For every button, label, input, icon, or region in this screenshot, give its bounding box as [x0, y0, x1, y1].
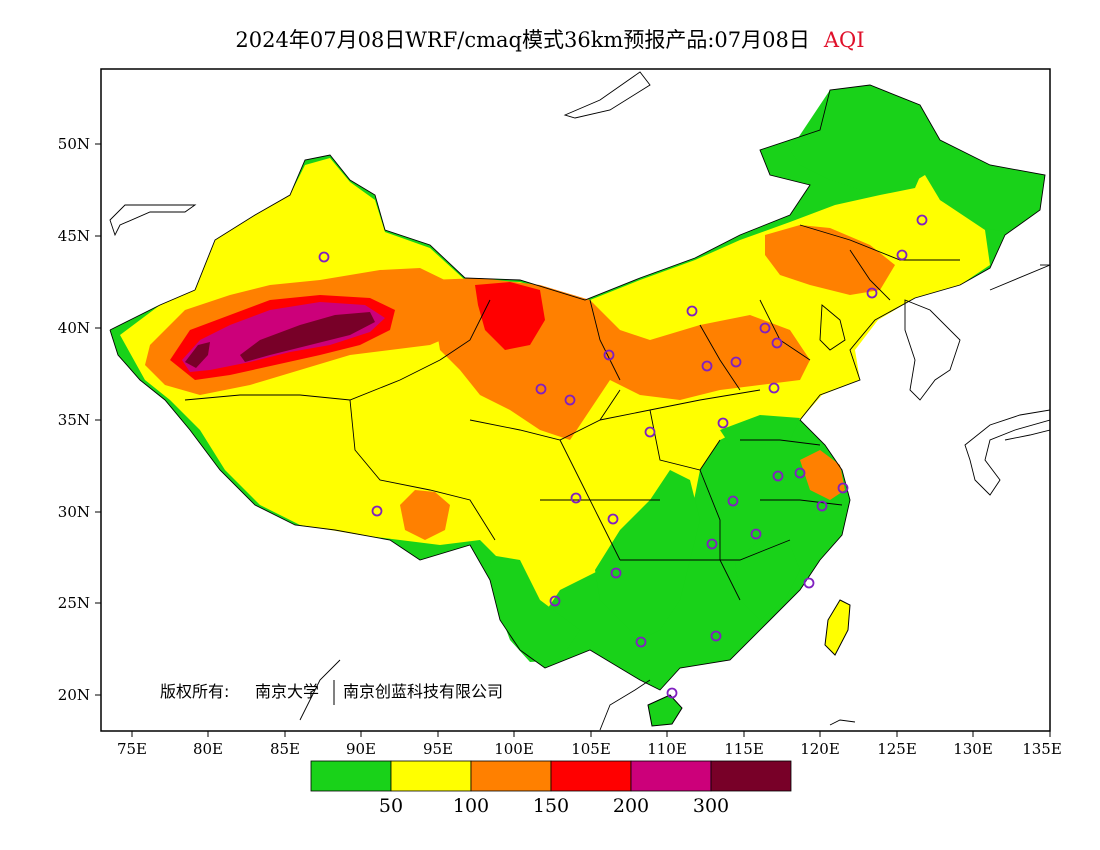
coastlines	[109, 71, 1050, 731]
copyright-label: 版权所有:	[160, 682, 229, 701]
x-tick-label: 130E	[953, 740, 993, 758]
x-tick-label: 115E	[724, 740, 764, 758]
map-area: 版权所有: 南京大学 南京创蓝科技有限公司	[109, 71, 1050, 731]
legend: 50 100 150 200 300	[310, 760, 792, 817]
y-tick-label: 20N	[58, 686, 90, 704]
y-tick-labels: 50N 45N 40N 35N 30N 25N 20N	[58, 135, 90, 704]
x-tick-label: 90E	[346, 740, 376, 758]
legend-label: 50	[379, 795, 403, 817]
x-tick-label: 105E	[571, 740, 611, 758]
aqi-region-good-yunnan	[490, 555, 580, 662]
legend-label: 150	[533, 795, 569, 817]
x-tick-label: 100E	[494, 740, 534, 758]
legend-swatch-3	[550, 760, 632, 792]
x-tick-label: 95E	[423, 740, 453, 758]
aqi-region-unhealthy-north	[475, 282, 545, 350]
x-tick-label: 125E	[877, 740, 917, 758]
station-markers	[318, 214, 928, 699]
island-taiwan	[824, 599, 851, 656]
aqi-region-sensitive-shanghai	[800, 450, 845, 500]
map-title: 2024年07月08日WRF/cmaq模式36km预报产品:07月08日 AQI	[0, 24, 1100, 54]
legend-swatch-5	[710, 760, 792, 792]
x-tick-label: 135E	[1022, 740, 1062, 758]
x-tick-labels: 75E 80E 85E 90E 95E 100E 105E 110E 115E …	[117, 740, 1062, 758]
x-tick-label: 120E	[800, 740, 840, 758]
legend-swatch-4	[630, 760, 712, 792]
aqi-region-good-northeast	[790, 85, 1045, 232]
aqi-region-good-southeast	[735, 540, 800, 620]
island-hainan	[647, 694, 683, 727]
y-tick-label: 50N	[58, 135, 90, 153]
copyright-note: 版权所有: 南京大学 南京创蓝科技有限公司	[160, 680, 503, 705]
legend-label: 300	[693, 795, 729, 817]
copyright-org2: 南京创蓝科技有限公司	[343, 682, 503, 701]
legend-label: 100	[453, 795, 489, 817]
aqi-region-hazardous	[240, 312, 375, 362]
title-text: 2024年07月08日WRF/cmaq模式36km预报产品:07月08日	[235, 28, 810, 52]
y-axis	[95, 143, 101, 696]
x-tick-label: 85E	[270, 740, 300, 758]
legend-swatch-2	[470, 760, 552, 792]
y-tick-label: 40N	[58, 319, 90, 337]
province-boundaries	[109, 84, 1046, 691]
aqi-region-hazardous-west	[185, 342, 210, 368]
aqi-region-sensitive-northeast	[765, 225, 895, 295]
x-tick-label: 75E	[117, 740, 147, 758]
y-tick-label: 35N	[58, 411, 90, 429]
y-tick-label: 45N	[58, 227, 90, 245]
map-frame	[100, 68, 1051, 732]
legend-swatch-0	[310, 760, 392, 792]
x-tick-label: 110E	[647, 740, 687, 758]
copyright-org1: 南京大学	[255, 682, 319, 701]
aqi-region-good-central	[720, 415, 800, 445]
y-tick-label: 25N	[58, 594, 90, 612]
x-axis	[131, 731, 1051, 737]
x-tick-label: 80E	[193, 740, 223, 758]
y-tick-label: 30N	[58, 503, 90, 521]
legend-swatch-1	[390, 760, 472, 792]
aqi-region-good-south	[595, 470, 700, 640]
title-variable: AQI	[823, 28, 865, 52]
legend-label: 200	[613, 795, 649, 817]
aqi-region-sensitive-tibet	[400, 490, 450, 540]
